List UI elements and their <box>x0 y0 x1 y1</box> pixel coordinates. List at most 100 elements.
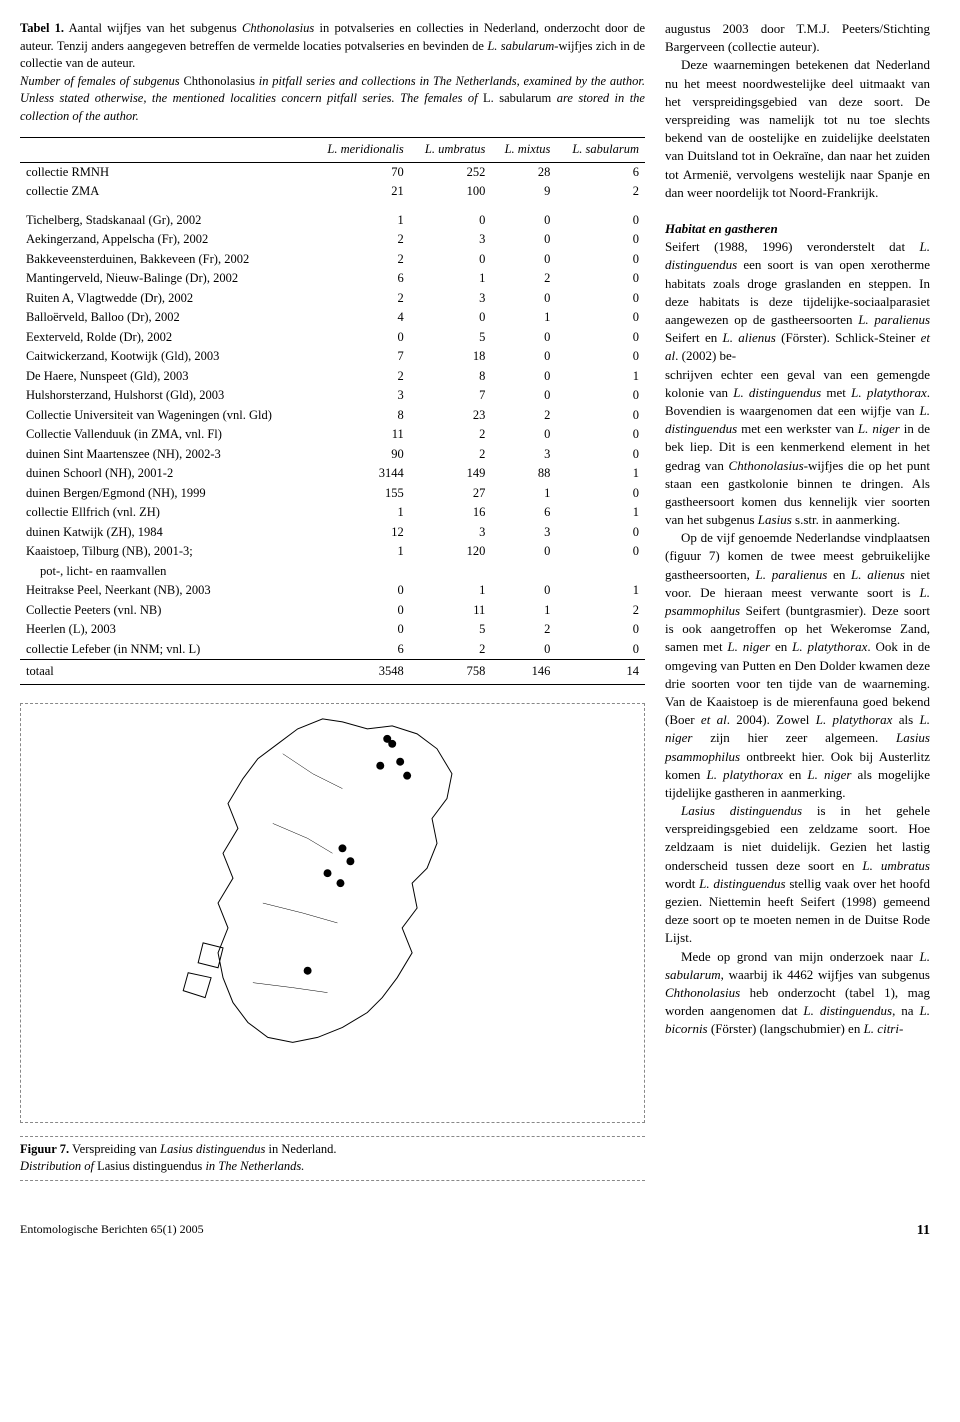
table-row: Tichelberg, Stadskanaal (Gr), 20021000 <box>20 202 645 231</box>
table-row: Caitwickerzand, Kootwijk (Gld), 20037180… <box>20 347 645 367</box>
map-point <box>376 761 384 769</box>
table-cell: 1 <box>556 581 645 601</box>
lower-p3: Lasius distinguendus is in het gehele ve… <box>665 802 930 948</box>
table-cell: 0 <box>491 230 556 250</box>
table-cell: duinen Schoorl (NH), 2001-2 <box>20 464 310 484</box>
table-cell: 2 <box>310 250 410 270</box>
table-cell: duinen Sint Maartenszee (NH), 2002-3 <box>20 445 310 465</box>
table-cell: 0 <box>491 202 556 231</box>
table-cell: Bakkeveensterduinen, Bakkeveen (Fr), 200… <box>20 250 310 270</box>
table-cell: 18 <box>410 347 492 367</box>
table-row: Balloërveld, Balloo (Dr), 20024010 <box>20 308 645 328</box>
table-cell: 2 <box>556 182 645 202</box>
total-4: 14 <box>556 660 645 685</box>
total-2: 758 <box>410 660 492 685</box>
table-row: Heerlen (L), 20030520 <box>20 620 645 640</box>
table-cell: Collectie Universiteit van Wageningen (v… <box>20 406 310 426</box>
map-point <box>396 757 404 765</box>
map-point <box>346 857 354 865</box>
table-cell: 1 <box>491 308 556 328</box>
col-header-1: L. meridionalis <box>310 138 410 163</box>
table-cell: 70 <box>310 162 410 182</box>
figure-caption-nl: Verspreiding van Lasius distinguendus in… <box>72 1142 337 1156</box>
table-row: Ruiten A, Vlagtwedde (Dr), 20022300 <box>20 289 645 309</box>
table-cell: 2 <box>310 230 410 250</box>
table-row: Bakkeveensterduinen, Bakkeveen (Fr), 200… <box>20 250 645 270</box>
table-cell: Aekingerzand, Appelscha (Fr), 2002 <box>20 230 310 250</box>
table-cell: 6 <box>310 269 410 289</box>
table-cell: 11 <box>310 425 410 445</box>
table-cell <box>310 562 410 582</box>
table-cell: 155 <box>310 484 410 504</box>
table-cell: 0 <box>310 601 410 621</box>
table-cell: duinen Katwijk (ZH), 1984 <box>20 523 310 543</box>
table-row: Hulshorsterzand, Hulshorst (Gld), 200337… <box>20 386 645 406</box>
table-cell: 1 <box>556 464 645 484</box>
figure-caption-en: Distribution of <box>20 1159 97 1173</box>
table-cell: 3 <box>310 386 410 406</box>
table-cell: Kaaistoep, Tilburg (NB), 2001-3; <box>20 542 310 562</box>
table-cell: Heitrakse Peel, Neerkant (NB), 2003 <box>20 581 310 601</box>
table-cell: 2 <box>491 620 556 640</box>
map-point <box>336 879 344 887</box>
table-cell: 11 <box>410 601 492 621</box>
table-cell <box>556 562 645 582</box>
table-cell: 6 <box>310 640 410 660</box>
table-cell: collectie Ellfrich (vnl. ZH) <box>20 503 310 523</box>
table-cell: 0 <box>556 542 645 562</box>
total-1: 3548 <box>310 660 410 685</box>
table-row: Collectie Universiteit van Wageningen (v… <box>20 406 645 426</box>
table-cell: Mantingerveld, Nieuw-Balinge (Dr), 2002 <box>20 269 310 289</box>
table-cell: 0 <box>556 269 645 289</box>
table-cell: 0 <box>310 328 410 348</box>
right-column-text: augustus 2003 door T.M.J. Peeters/Sticht… <box>665 20 930 366</box>
table-cell: 0 <box>556 308 645 328</box>
table-cell: Collectie Vallenduuk (in ZMA, vnl. Fl) <box>20 425 310 445</box>
table-cell: 2 <box>410 640 492 660</box>
table-cell: 0 <box>556 230 645 250</box>
table-row: collectie ZMA2110092 <box>20 182 645 202</box>
table-cell: 3 <box>491 523 556 543</box>
table-row: pot-, licht- en raamvallen <box>20 562 645 582</box>
table-cell: Collectie Peeters (vnl. NB) <box>20 601 310 621</box>
table-cell: 0 <box>556 640 645 660</box>
table-cell: Hulshorsterzand, Hulshorst (Gld), 2003 <box>20 386 310 406</box>
table-label: Tabel 1. <box>20 21 64 35</box>
para-1: augustus 2003 door T.M.J. Peeters/Sticht… <box>665 20 930 56</box>
table-cell: 2 <box>310 367 410 387</box>
table-cell: 0 <box>556 425 645 445</box>
table-row: duinen Katwijk (ZH), 198412330 <box>20 523 645 543</box>
table-cell: 0 <box>556 202 645 231</box>
table-cell: 0 <box>491 542 556 562</box>
lower-p4: Mede op grond van mijn onderzoek naar L.… <box>665 948 930 1039</box>
figure-label: Figuur 7. <box>20 1142 69 1156</box>
lower-right-text: schrijven echter een geval van een gemen… <box>665 366 930 1039</box>
map-point <box>338 844 346 852</box>
table-caption: Tabel 1. Aantal wijfjes van het subgenus… <box>20 20 645 125</box>
table-cell: 0 <box>491 250 556 270</box>
table-cell: 3 <box>410 289 492 309</box>
para-2: Deze waarnemingen betekenen dat Nederlan… <box>665 56 930 202</box>
table-cell: 2 <box>310 289 410 309</box>
table-cell: Ruiten A, Vlagtwedde (Dr), 2002 <box>20 289 310 309</box>
table-cell: Heerlen (L), 2003 <box>20 620 310 640</box>
table-cell: 0 <box>491 367 556 387</box>
table-cell: 0 <box>310 620 410 640</box>
table-cell: 1 <box>310 503 410 523</box>
table-cell: Caitwickerzand, Kootwijk (Gld), 2003 <box>20 347 310 367</box>
table-cell: 5 <box>410 328 492 348</box>
footer-journal: Entomologische Berichten 65(1) 2005 <box>20 1221 204 1241</box>
table-cell: 23 <box>410 406 492 426</box>
table-row: De Haere, Nunspeet (Gld), 20032801 <box>20 367 645 387</box>
table-cell: 0 <box>556 250 645 270</box>
table-cell: 9 <box>491 182 556 202</box>
table-cell: Eexterveld, Rolde (Dr), 2002 <box>20 328 310 348</box>
table-cell: 0 <box>491 640 556 660</box>
table-cell: 2 <box>410 425 492 445</box>
table-cell: 0 <box>556 347 645 367</box>
table-cell: 8 <box>310 406 410 426</box>
table-cell: 6 <box>491 503 556 523</box>
table-cell: 0 <box>491 425 556 445</box>
table-cell: collectie Lefeber (in NNM; vnl. L) <box>20 640 310 660</box>
table-cell: 1 <box>491 484 556 504</box>
